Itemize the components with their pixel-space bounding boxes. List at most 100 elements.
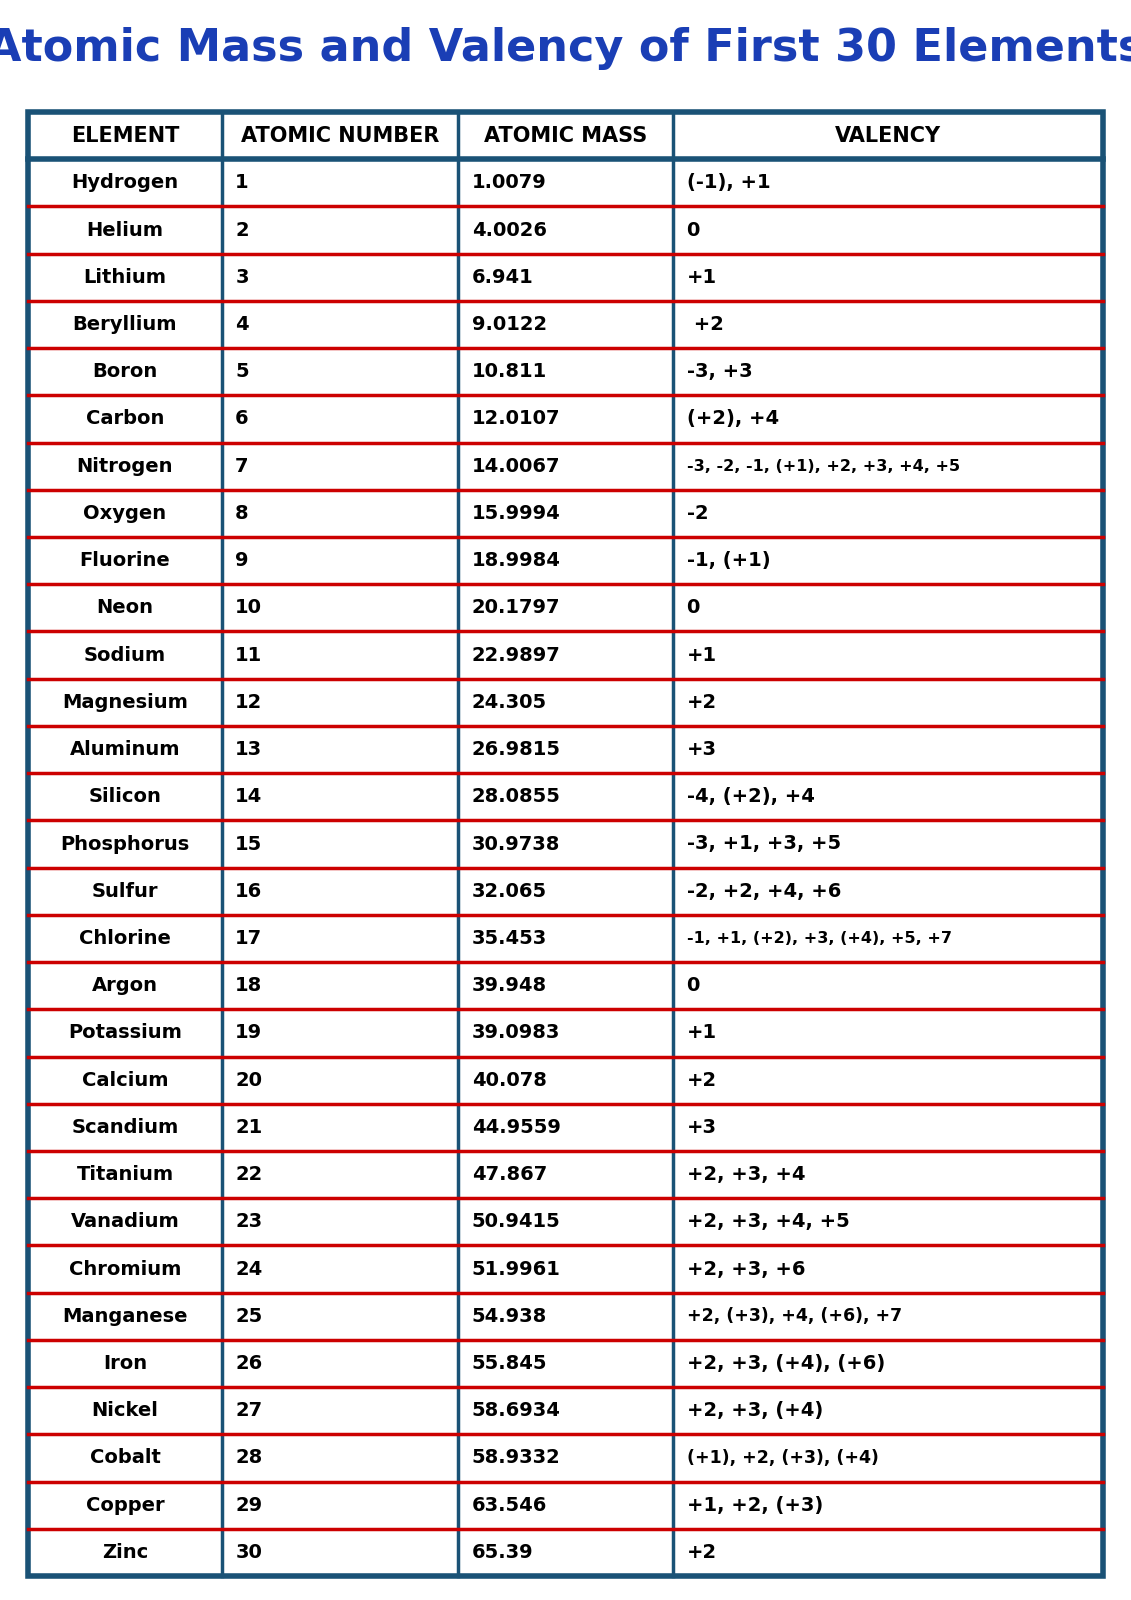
Text: Silicon: Silicon bbox=[88, 787, 162, 806]
Text: Potassium: Potassium bbox=[68, 1024, 182, 1043]
Text: +2, +3, (+4): +2, +3, (+4) bbox=[687, 1402, 822, 1421]
Text: +2: +2 bbox=[687, 1542, 717, 1562]
Text: 26: 26 bbox=[235, 1354, 262, 1373]
Text: 4: 4 bbox=[235, 315, 249, 334]
Text: +2: +2 bbox=[687, 315, 724, 334]
Text: Magnesium: Magnesium bbox=[62, 693, 188, 712]
Text: Neon: Neon bbox=[96, 598, 154, 618]
Text: 15.9994: 15.9994 bbox=[472, 504, 560, 523]
Text: (-1), +1: (-1), +1 bbox=[687, 173, 770, 192]
Text: (+2), +4: (+2), +4 bbox=[687, 410, 778, 429]
Text: 22: 22 bbox=[235, 1165, 262, 1184]
Text: Aluminum: Aluminum bbox=[70, 741, 180, 758]
Text: 7: 7 bbox=[235, 456, 249, 475]
Text: 4.0026: 4.0026 bbox=[472, 221, 546, 240]
Text: 12: 12 bbox=[235, 693, 262, 712]
Text: Nickel: Nickel bbox=[92, 1402, 158, 1421]
Text: 28.0855: 28.0855 bbox=[472, 787, 561, 806]
Text: 58.9332: 58.9332 bbox=[472, 1448, 560, 1467]
Text: 28: 28 bbox=[235, 1448, 262, 1467]
Text: (+1), +2, (+3), (+4): (+1), +2, (+3), (+4) bbox=[687, 1450, 879, 1467]
Text: 21: 21 bbox=[235, 1118, 262, 1138]
Text: 29: 29 bbox=[235, 1496, 262, 1515]
Text: 0: 0 bbox=[687, 598, 700, 618]
Text: Fluorine: Fluorine bbox=[79, 550, 171, 570]
Text: +3: +3 bbox=[687, 741, 717, 758]
Text: Argon: Argon bbox=[92, 976, 158, 995]
Text: 39.0983: 39.0983 bbox=[472, 1024, 560, 1043]
Text: Chlorine: Chlorine bbox=[79, 930, 171, 947]
Text: Boron: Boron bbox=[93, 362, 157, 381]
Text: +2, (+3), +4, (+6), +7: +2, (+3), +4, (+6), +7 bbox=[687, 1307, 901, 1325]
Text: 51.9961: 51.9961 bbox=[472, 1259, 561, 1278]
Text: Vanadium: Vanadium bbox=[70, 1213, 180, 1232]
Text: 27: 27 bbox=[235, 1402, 262, 1421]
Text: +1: +1 bbox=[687, 267, 717, 286]
Text: 18: 18 bbox=[235, 976, 262, 995]
Text: +2, +3, +6: +2, +3, +6 bbox=[687, 1259, 805, 1278]
Text: VALENCY: VALENCY bbox=[835, 126, 941, 146]
Text: 13: 13 bbox=[235, 741, 262, 758]
Text: 24.305: 24.305 bbox=[472, 693, 546, 712]
Text: 50.9415: 50.9415 bbox=[472, 1213, 560, 1232]
Text: 55.845: 55.845 bbox=[472, 1354, 547, 1373]
Text: 20: 20 bbox=[235, 1070, 262, 1090]
Text: +2, +3, +4: +2, +3, +4 bbox=[687, 1165, 805, 1184]
Text: Manganese: Manganese bbox=[62, 1307, 188, 1326]
Text: ATOMIC NUMBER: ATOMIC NUMBER bbox=[241, 126, 439, 146]
Text: 17: 17 bbox=[235, 930, 262, 947]
Text: 9.0122: 9.0122 bbox=[472, 315, 546, 334]
Text: 32.065: 32.065 bbox=[472, 882, 546, 901]
Text: 19: 19 bbox=[235, 1024, 262, 1043]
Text: 30.9738: 30.9738 bbox=[472, 835, 560, 853]
Text: +2, +3, +4, +5: +2, +3, +4, +5 bbox=[687, 1213, 849, 1232]
Text: Calcium: Calcium bbox=[81, 1070, 169, 1090]
Text: Nitrogen: Nitrogen bbox=[77, 456, 173, 475]
Text: Helium: Helium bbox=[86, 221, 164, 240]
Text: -3, +3: -3, +3 bbox=[687, 362, 752, 381]
Text: 18.9984: 18.9984 bbox=[472, 550, 561, 570]
Text: Zinc: Zinc bbox=[102, 1542, 148, 1562]
Text: Sulfur: Sulfur bbox=[92, 882, 158, 901]
Text: 63.546: 63.546 bbox=[472, 1496, 547, 1515]
Text: +1: +1 bbox=[687, 645, 717, 664]
Text: 40.078: 40.078 bbox=[472, 1070, 546, 1090]
Text: 22.9897: 22.9897 bbox=[472, 645, 560, 664]
Text: 23: 23 bbox=[235, 1213, 262, 1232]
Text: 10: 10 bbox=[235, 598, 262, 618]
Text: -2: -2 bbox=[687, 504, 708, 523]
Text: 44.9559: 44.9559 bbox=[472, 1118, 561, 1138]
Text: 14: 14 bbox=[235, 787, 262, 806]
Text: Iron: Iron bbox=[103, 1354, 147, 1373]
Text: +3: +3 bbox=[687, 1118, 717, 1138]
Text: -1, +1, (+2), +3, (+4), +5, +7: -1, +1, (+2), +3, (+4), +5, +7 bbox=[687, 931, 951, 946]
Text: 5: 5 bbox=[235, 362, 249, 381]
Text: 6: 6 bbox=[235, 410, 249, 429]
Text: 1.0079: 1.0079 bbox=[472, 173, 546, 192]
Text: 10.811: 10.811 bbox=[472, 362, 547, 381]
Text: 2: 2 bbox=[235, 221, 249, 240]
Text: 24: 24 bbox=[235, 1259, 262, 1278]
Text: Phosphorus: Phosphorus bbox=[60, 835, 190, 853]
Text: Lithium: Lithium bbox=[84, 267, 166, 286]
Text: Atomic Mass and Valency of First 30 Elements: Atomic Mass and Valency of First 30 Elem… bbox=[0, 27, 1131, 69]
Text: 11: 11 bbox=[235, 645, 262, 664]
Text: +2: +2 bbox=[687, 693, 717, 712]
Text: Copper: Copper bbox=[86, 1496, 164, 1515]
Text: Titanium: Titanium bbox=[77, 1165, 173, 1184]
Text: 12.0107: 12.0107 bbox=[472, 410, 560, 429]
Text: +2, +3, (+4), (+6): +2, +3, (+4), (+6) bbox=[687, 1354, 884, 1373]
Text: 6.941: 6.941 bbox=[472, 267, 534, 286]
Text: -2, +2, +4, +6: -2, +2, +4, +6 bbox=[687, 882, 840, 901]
Text: 3: 3 bbox=[235, 267, 249, 286]
Text: -4, (+2), +4: -4, (+2), +4 bbox=[687, 787, 814, 806]
Text: 47.867: 47.867 bbox=[472, 1165, 547, 1184]
Text: 26.9815: 26.9815 bbox=[472, 741, 561, 758]
Text: 25: 25 bbox=[235, 1307, 262, 1326]
Text: 30: 30 bbox=[235, 1542, 262, 1562]
Text: ELEMENT: ELEMENT bbox=[71, 126, 179, 146]
Text: Scandium: Scandium bbox=[71, 1118, 179, 1138]
Text: 0: 0 bbox=[687, 976, 700, 995]
Text: Oxygen: Oxygen bbox=[84, 504, 166, 523]
Text: Sodium: Sodium bbox=[84, 645, 166, 664]
